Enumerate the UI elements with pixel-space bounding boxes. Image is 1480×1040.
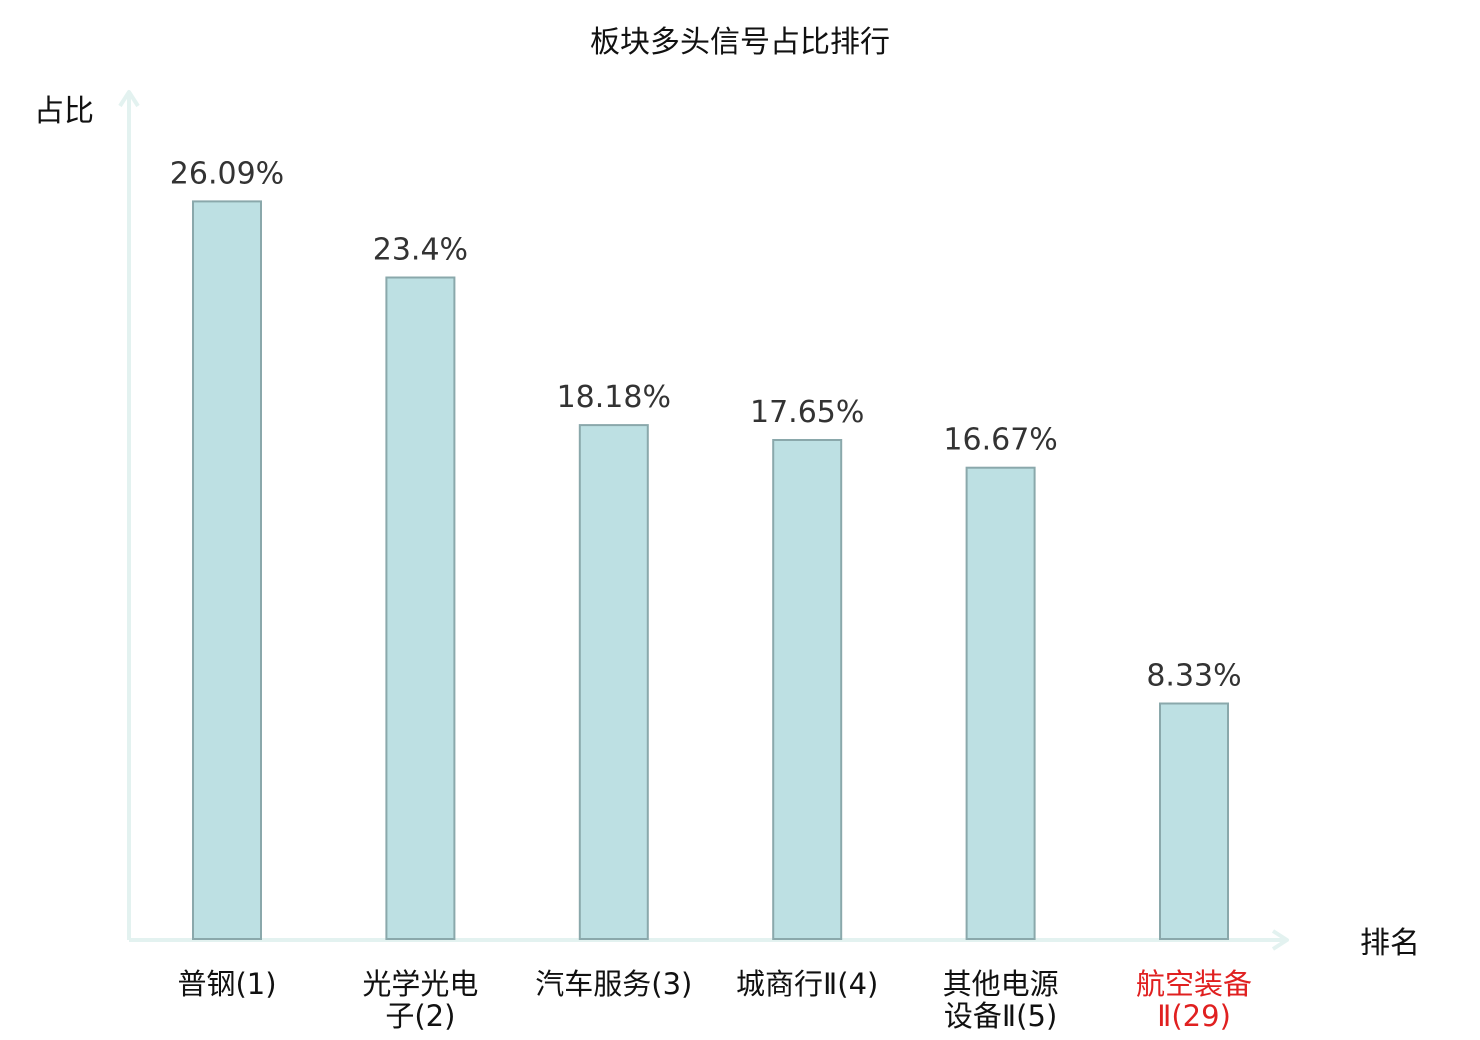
category-label: Ⅱ(29) — [1157, 999, 1231, 1033]
value-labels-group: 26.09% 23.4% 18.18% 17.65% 16.67% 8.33% — [170, 156, 1242, 693]
bar — [1159, 702, 1229, 940]
category-label: 设备Ⅱ(5) — [944, 999, 1057, 1033]
axes — [118, 90, 1289, 951]
y-axis-label: 占比 — [34, 94, 94, 129]
category-label: 光学光电 — [362, 967, 478, 1001]
bar-value-label: 26.09% — [170, 156, 284, 191]
category-label: 城商行Ⅱ(4) — [736, 967, 878, 1001]
bar-value-label: 23.4% — [373, 233, 468, 268]
bar — [772, 439, 843, 940]
bar-value-label: 8.33% — [1146, 659, 1241, 694]
bar-value-label: 17.65% — [750, 395, 864, 430]
y-axis-arrow — [118, 90, 140, 108]
category-label: 汽车服务(3) — [535, 967, 692, 1001]
x-axis-label: 排名 — [1360, 926, 1420, 961]
category-label: 子(2) — [385, 999, 455, 1033]
chart-title: 板块多头信号占比排行 — [590, 25, 890, 60]
category-label: 其他电源 — [943, 967, 1059, 1001]
bar — [192, 200, 262, 940]
bar — [965, 466, 1036, 940]
category-label: 普钢(1) — [177, 967, 276, 1001]
x-axis-arrow — [1271, 929, 1289, 951]
bar — [578, 424, 649, 941]
category-label: 航空装备 — [1136, 967, 1252, 1001]
bar-value-label: 18.18% — [557, 380, 671, 415]
bar — [385, 276, 456, 940]
bar-value-label: 16.67% — [943, 423, 1057, 458]
bars-group — [192, 200, 1229, 941]
